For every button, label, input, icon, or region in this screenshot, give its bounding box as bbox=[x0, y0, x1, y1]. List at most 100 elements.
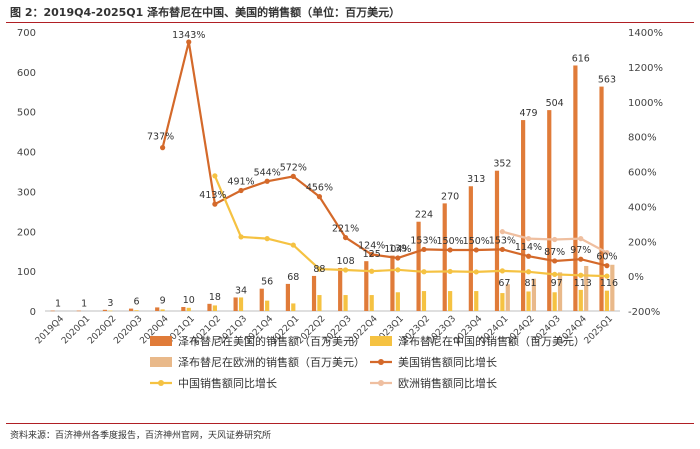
point-us-growth bbox=[212, 201, 218, 207]
bar-cn bbox=[604, 290, 610, 311]
bar-eu bbox=[584, 265, 589, 311]
bar-cn bbox=[265, 300, 270, 311]
point-us-growth bbox=[447, 247, 453, 253]
bar-value-label: 6 bbox=[133, 297, 139, 308]
point-us-growth bbox=[186, 39, 192, 45]
bar-value-label: 18 bbox=[209, 292, 221, 303]
legend-label: 泽布替尼在中国的销售额（百万美元） bbox=[398, 334, 585, 348]
bar-us bbox=[416, 221, 421, 311]
bar-eu bbox=[531, 278, 537, 311]
line-us-growth bbox=[161, 41, 608, 267]
point-cn-growth bbox=[342, 267, 349, 273]
bar-cn bbox=[238, 297, 244, 311]
bar-value-label: 479 bbox=[519, 108, 537, 119]
bar-eu bbox=[557, 272, 563, 311]
bar-us bbox=[128, 308, 134, 311]
point-cn-growth bbox=[473, 269, 479, 275]
point-us-growth bbox=[552, 258, 558, 264]
y-right-tick-label: 0% bbox=[628, 272, 644, 283]
bar-us bbox=[442, 203, 447, 311]
bar-value-label: 1 bbox=[55, 299, 61, 310]
bar-cn bbox=[448, 291, 453, 311]
y-left-tick-label: 200 bbox=[17, 227, 36, 238]
point-us-growth bbox=[473, 247, 479, 253]
bar-us bbox=[390, 255, 395, 311]
point-eu-growth bbox=[578, 236, 584, 242]
growth-value-label: 1343% bbox=[172, 30, 205, 41]
bar-value-label: 67 bbox=[498, 278, 510, 289]
y-right-tick-label: -200% bbox=[628, 307, 660, 318]
y-right-tick-label: 400% bbox=[628, 202, 657, 213]
bar-value-label: 34 bbox=[235, 285, 247, 296]
growth-value-label: 491% bbox=[227, 177, 254, 188]
bar-eu bbox=[505, 284, 510, 311]
bar-value-label: 125 bbox=[363, 249, 381, 260]
bar-cn bbox=[395, 292, 400, 311]
y-left-tick-label: 400 bbox=[17, 148, 36, 159]
legend-label: 泽布替尼在欧洲的销售额（百万美元） bbox=[178, 355, 365, 369]
bar-value-label: 504 bbox=[546, 98, 564, 109]
bar-value-label: 9 bbox=[160, 295, 166, 306]
point-cn-growth bbox=[238, 234, 244, 240]
growth-value-label: 221% bbox=[332, 224, 359, 235]
legend-marker bbox=[158, 380, 164, 386]
bar-us bbox=[521, 120, 526, 311]
bar-us bbox=[76, 310, 81, 312]
y-left-tick-label: 700 bbox=[17, 28, 36, 39]
point-cn-growth bbox=[421, 269, 427, 275]
y-left-tick-label: 600 bbox=[17, 68, 36, 79]
bar-us bbox=[599, 86, 604, 312]
point-eu-growth bbox=[552, 236, 558, 243]
bar-cn bbox=[108, 310, 113, 312]
point-cn-growth bbox=[290, 242, 296, 248]
growth-value-label: 153% bbox=[410, 235, 437, 246]
point-us-growth bbox=[421, 246, 427, 253]
legend-swatch bbox=[370, 336, 392, 346]
bar-cn bbox=[578, 289, 583, 311]
bar-cn bbox=[291, 303, 296, 311]
bar-cn bbox=[526, 291, 531, 311]
growth-value-label: 87% bbox=[544, 247, 565, 258]
legend-label: 中国销售额同比增长 bbox=[178, 376, 277, 390]
bar-value-label: 116 bbox=[600, 278, 618, 289]
point-cn-growth bbox=[264, 236, 270, 242]
point-cn-growth bbox=[525, 269, 532, 275]
bar-cn bbox=[317, 295, 322, 311]
point-cn-growth bbox=[316, 266, 323, 272]
bar-us bbox=[547, 110, 552, 312]
bar-cn bbox=[134, 310, 139, 311]
y-right-tick-label: 1200% bbox=[628, 63, 663, 74]
legend-label: 欧洲销售额同比增长 bbox=[398, 376, 497, 390]
title-divider bbox=[6, 22, 694, 23]
point-cn-growth bbox=[604, 273, 610, 279]
bar-value-label: 616 bbox=[572, 53, 590, 64]
bar-us bbox=[207, 303, 212, 311]
y-left-tick-label: 300 bbox=[17, 187, 36, 198]
point-us-growth bbox=[290, 173, 296, 179]
footer-divider bbox=[6, 423, 694, 424]
growth-value-label: 572% bbox=[280, 162, 307, 173]
growth-value-label: 413% bbox=[199, 190, 226, 201]
bar-value-label: 56 bbox=[261, 277, 273, 288]
legend-swatch bbox=[150, 357, 172, 367]
bar-us bbox=[468, 186, 473, 311]
source-note: 资料来源：百济神州各季度报告，百济神州官网，天风证券研究所 bbox=[10, 431, 272, 441]
y-left-tick-label: 0 bbox=[30, 307, 36, 318]
bar-value-label: 10 bbox=[183, 295, 195, 306]
bar-cn bbox=[186, 307, 191, 311]
y-left-tick-label: 100 bbox=[17, 267, 36, 278]
y-right-tick-label: 800% bbox=[628, 133, 657, 144]
point-us-growth bbox=[395, 255, 401, 261]
point-cn-growth bbox=[578, 272, 584, 278]
y-right-tick-label: 1000% bbox=[628, 98, 663, 109]
point-us-growth bbox=[604, 263, 610, 269]
legend-label: 美国销售额同比增长 bbox=[398, 355, 497, 369]
chart-title: 图 2：2019Q4-2025Q1 泽布替尼在中国、美国的销售额（单位：百万美元… bbox=[10, 6, 401, 19]
point-eu-growth bbox=[525, 236, 532, 242]
point-cn-growth bbox=[552, 271, 558, 277]
bar-us bbox=[285, 283, 290, 311]
legend-label: 泽布替尼在美国的销售额（百万美元） bbox=[178, 334, 365, 348]
bar-cn bbox=[500, 293, 505, 311]
point-us-growth bbox=[578, 256, 584, 262]
point-cn-growth bbox=[212, 173, 218, 179]
